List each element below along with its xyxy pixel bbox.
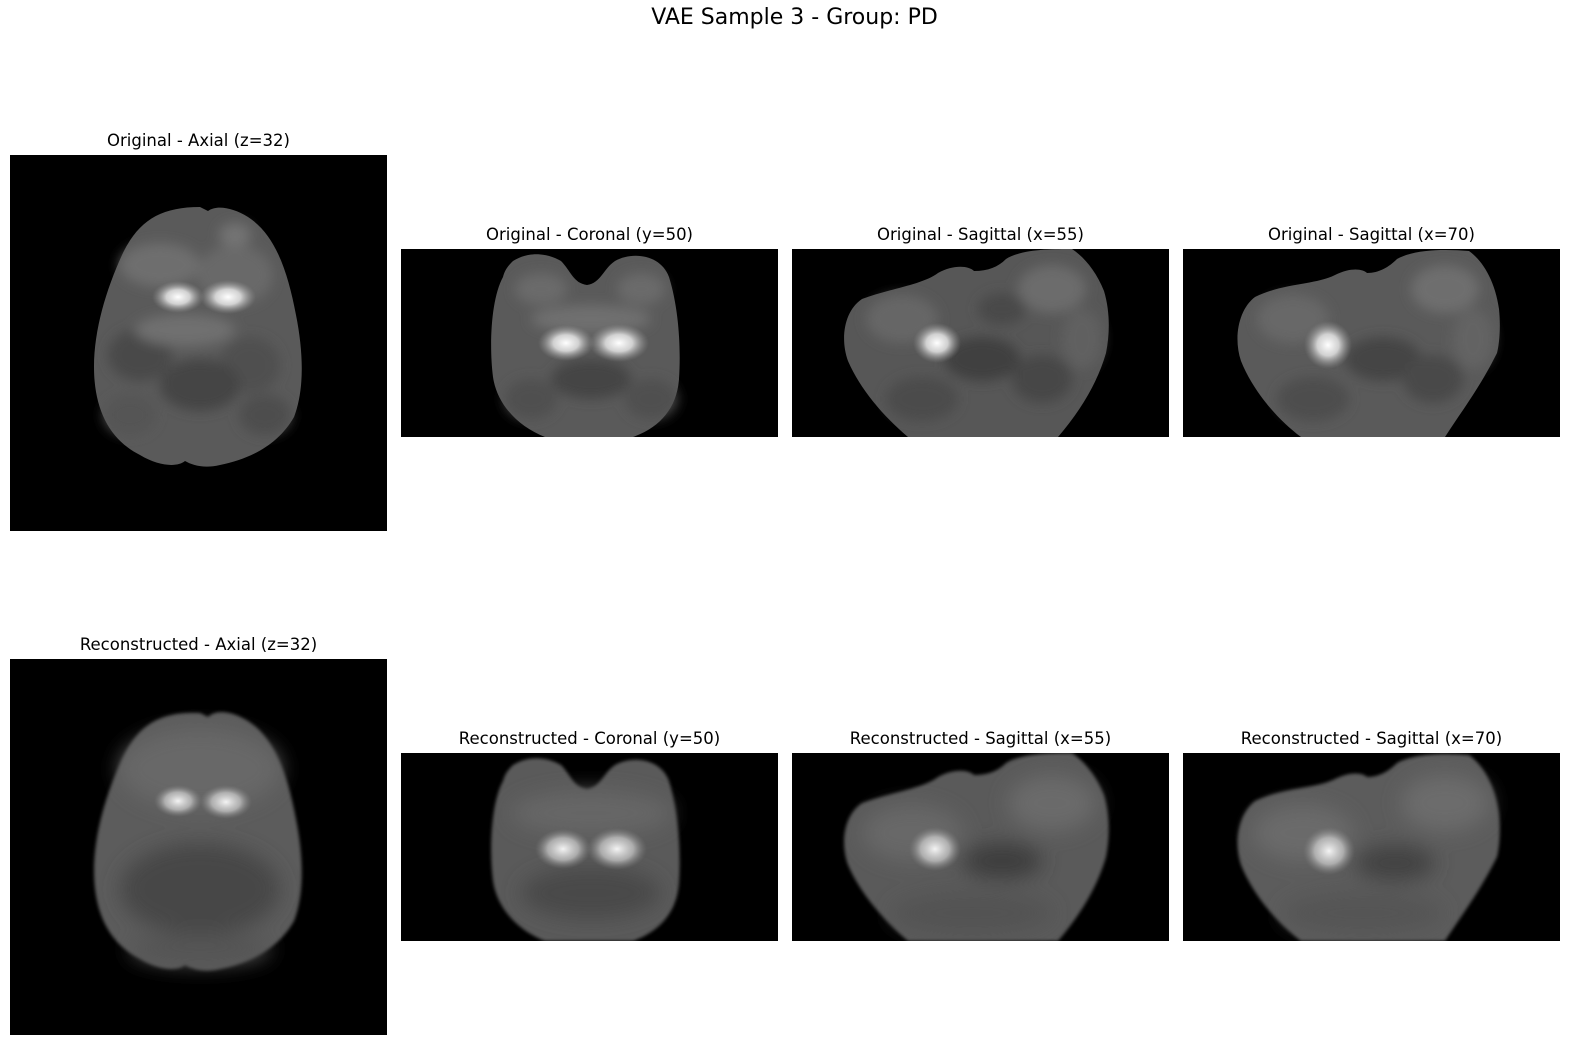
panel-title: Reconstructed - Coronal (y=50) [458, 729, 721, 748]
sagittal-slice-image [1183, 753, 1560, 941]
panel-title: Original - Axial (z=32) [107, 131, 290, 150]
panel-title: Reconstructed - Sagittal (x=55) [849, 729, 1112, 748]
panel-reconstructed-sagittal-55: Reconstructed - Sagittal (x=55) [792, 726, 1169, 941]
coronal-slice-image [401, 249, 778, 437]
panel-reconstructed-sagittal-70: Reconstructed - Sagittal (x=70) [1183, 726, 1560, 941]
sagittal-slice-image [1183, 249, 1560, 437]
axial-slice-image [10, 155, 387, 531]
panel-title: Original - Sagittal (x=55) [877, 225, 1084, 244]
panel-title: Reconstructed - Sagittal (x=70) [1240, 729, 1503, 748]
panel-reconstructed-coronal: Reconstructed - Coronal (y=50) [401, 726, 778, 941]
axial-slice-image [10, 659, 387, 1035]
panel-reconstructed-axial: Reconstructed - Axial (z=32) [10, 632, 387, 1035]
panel-title: Reconstructed - Axial (z=32) [79, 635, 318, 654]
panel-original-coronal: Original - Coronal (y=50) [401, 222, 778, 437]
panel-title: Original - Coronal (y=50) [486, 225, 693, 244]
coronal-slice-image [401, 753, 778, 941]
sagittal-slice-image [792, 753, 1169, 941]
panel-original-sagittal-55: Original - Sagittal (x=55) [792, 222, 1169, 437]
panel-title: Original - Sagittal (x=70) [1268, 225, 1475, 244]
sagittal-slice-image [792, 249, 1169, 437]
figure-title: VAE Sample 3 - Group: PD [651, 5, 938, 30]
panel-original-axial: Original - Axial (z=32) [10, 128, 387, 531]
panel-original-sagittal-70: Original - Sagittal (x=70) [1183, 222, 1560, 437]
